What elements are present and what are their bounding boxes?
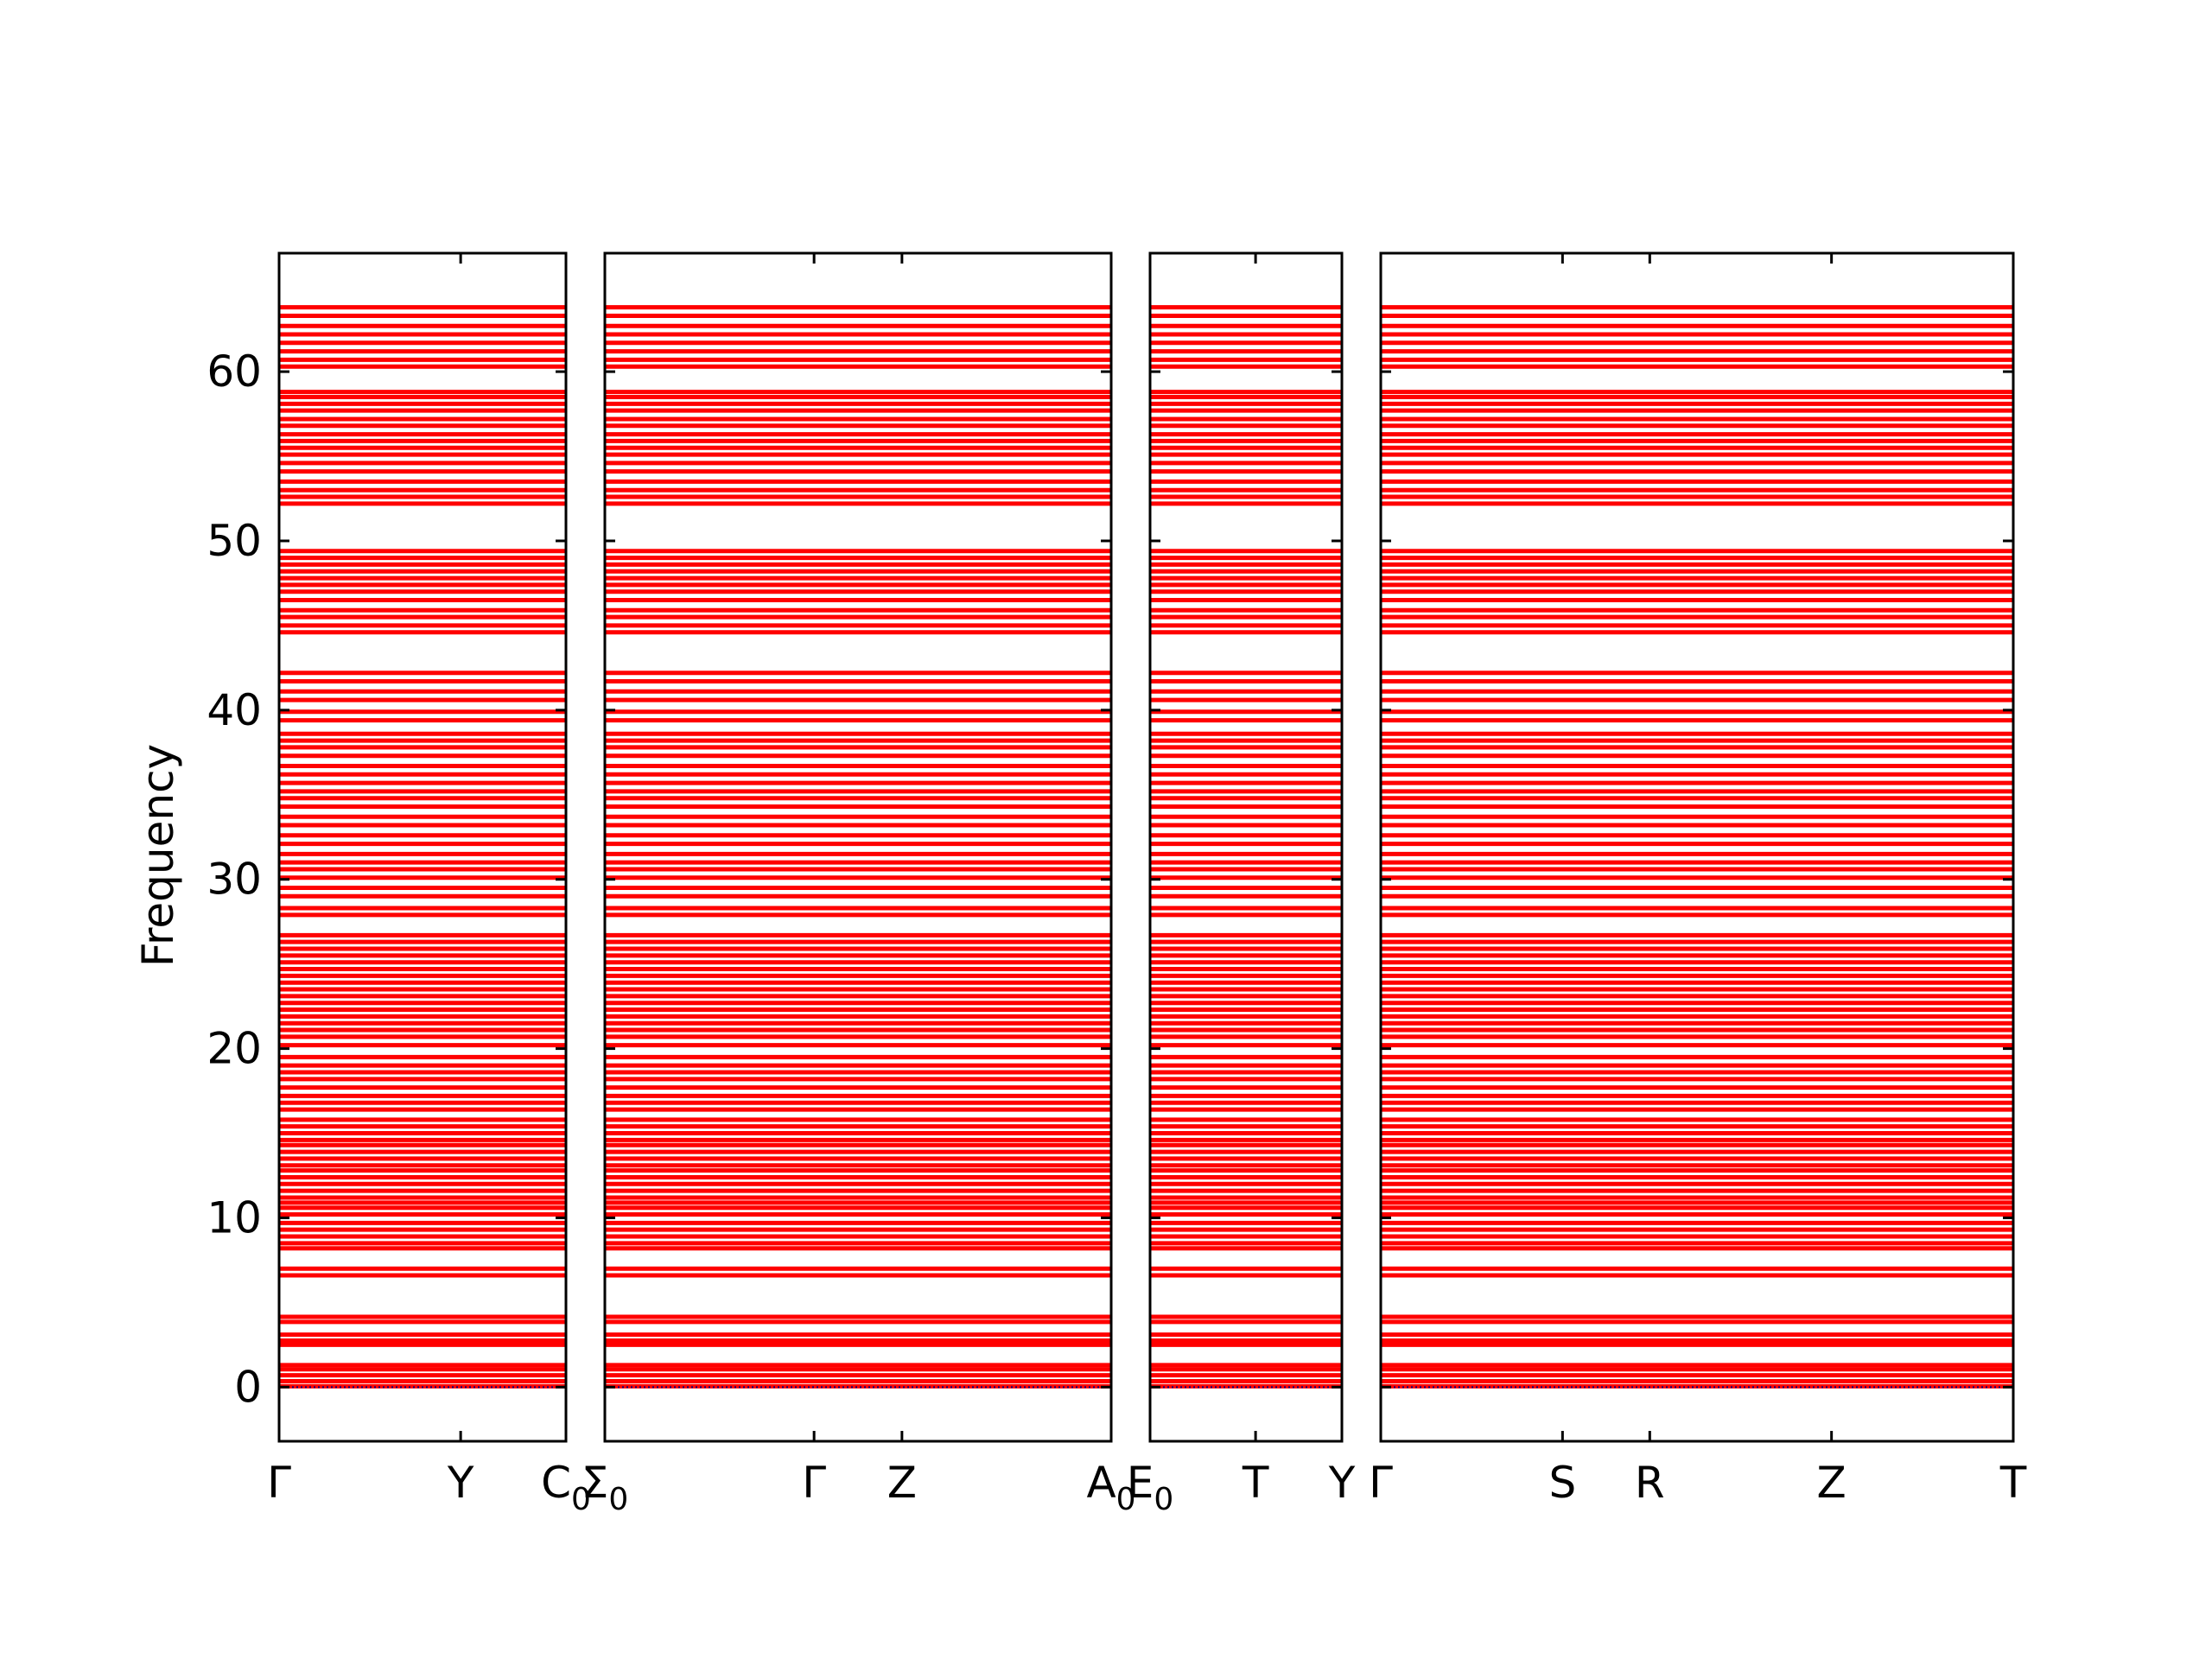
x-tick-label: S: [1548, 1458, 1576, 1508]
x-tick-label: Γ: [1369, 1458, 1393, 1508]
panel-frame: [1148, 251, 1344, 1443]
x-tick-label: T: [1999, 1458, 2027, 1508]
x-tick-label: Y: [447, 1458, 474, 1508]
y-axis-label: Frequency: [133, 744, 183, 967]
y-tick-labels: 0 10 20 30 40 50 60: [207, 346, 262, 1412]
y-tick-label: 50: [207, 516, 262, 566]
x-tick-label: A0: [1086, 1458, 1135, 1517]
bands: [279, 305, 566, 1389]
x-tick-label: Σ0: [582, 1458, 629, 1517]
x-tick-label: Z: [887, 1458, 917, 1508]
panel-3: E0 T Y: [1127, 251, 1356, 1517]
bands: [605, 305, 1111, 1389]
bands: [1381, 305, 2013, 1389]
x-tick-label: Z: [1817, 1458, 1847, 1508]
panel-frame: [603, 251, 1113, 1443]
y-tick-label: 0: [234, 1362, 262, 1412]
x-tick-label: T: [1242, 1458, 1269, 1508]
x-tick-label: R: [1635, 1458, 1665, 1508]
x-tick-label: Γ: [267, 1458, 291, 1508]
x-tick-label: Y: [1328, 1458, 1356, 1508]
panel-2: Σ0 Γ Z A0: [582, 251, 1136, 1517]
y-tick-label: 30: [207, 855, 262, 905]
y-tick-label: 20: [207, 1024, 262, 1074]
panel-frame: [277, 251, 568, 1443]
panel-frame: [1379, 251, 2015, 1443]
x-tick-label: C0: [541, 1458, 591, 1517]
y-tick-label: 60: [207, 346, 262, 397]
x-tick-label: Γ: [802, 1458, 826, 1508]
panel-1: Γ Y C0: [267, 251, 591, 1517]
y-tick-label: 40: [207, 685, 262, 735]
bands: [1150, 305, 1342, 1389]
y-tick-label: 10: [207, 1192, 262, 1243]
x-tick-label: E0: [1127, 1458, 1174, 1517]
